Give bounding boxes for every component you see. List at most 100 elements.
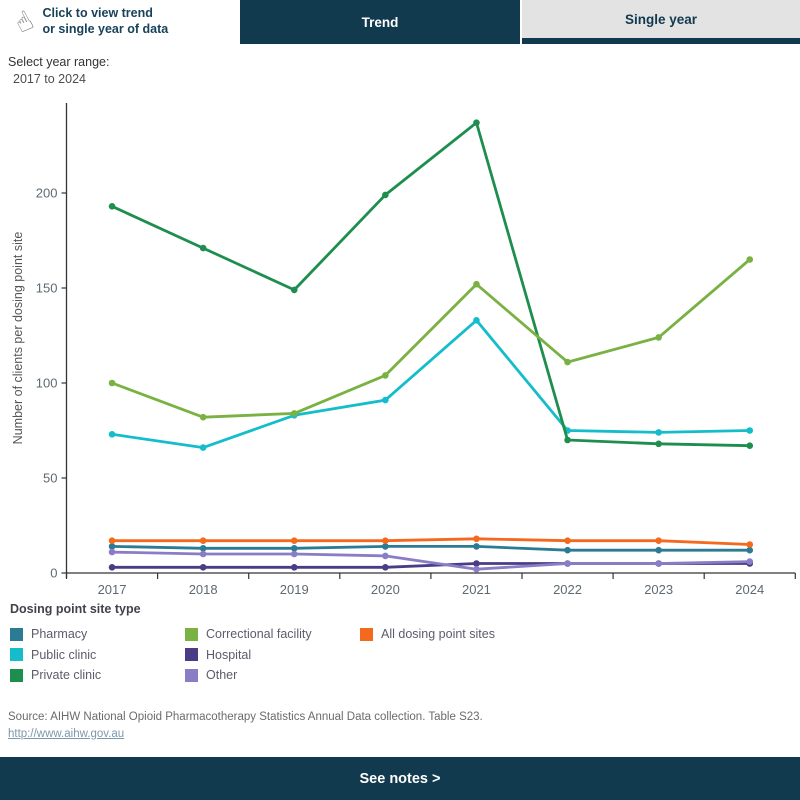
data-point-private-clinic-2023[interactable] <box>655 440 662 448</box>
tab-trend-label: Trend <box>361 14 399 30</box>
data-point-correctional-facility-2019[interactable] <box>290 410 298 417</box>
data-point-all-dosing-point-sites-2020[interactable] <box>382 537 389 544</box>
tab-single-year[interactable]: Single year <box>522 0 800 44</box>
data-point-other-2023[interactable] <box>655 560 662 567</box>
data-point-public-clinic-2017[interactable] <box>108 431 116 438</box>
data-point-correctional-facility-2020[interactable] <box>382 372 389 379</box>
legend-columns: Pharmacy Public clinic Private clinic Corre… <box>10 624 790 686</box>
data-point-public-clinic-2023[interactable] <box>655 429 662 436</box>
data-point-other-2019[interactable] <box>290 550 298 558</box>
trend-line-chart: 0 50 100 150 200 2017 2018 2019 2020 2021 2022 2023… <box>11 103 796 597</box>
data-point-private-clinic-2018[interactable] <box>199 244 207 252</box>
series-line-public-clinic <box>110 318 752 450</box>
legend-label: Public clinic <box>31 647 97 662</box>
view-hint-line1: Click to view trend <box>42 6 153 21</box>
data-point-other-2020[interactable] <box>382 552 389 560</box>
data-point-private-clinic-2022[interactable] <box>564 436 571 444</box>
data-point-private-clinic-2019[interactable] <box>290 286 298 294</box>
x-tick-label: 2022 <box>553 582 582 597</box>
legend-label: Private clinic <box>31 668 102 683</box>
data-point-correctional-facility-2021[interactable] <box>473 280 480 288</box>
data-point-correctional-facility-2022[interactable] <box>564 358 571 366</box>
legend-label: Other <box>206 668 238 683</box>
legend-column: Pharmacy Public clinic Private clinic <box>10 624 185 686</box>
data-point-all-dosing-point-sites-2022[interactable] <box>564 537 571 544</box>
legend-item-private-clinic[interactable]: Private clinic <box>10 665 185 686</box>
x-tick-label: 2021 <box>462 582 491 597</box>
data-point-all-dosing-point-sites-2021[interactable] <box>473 535 480 543</box>
view-hint-text: Click to view trend or single year of da… <box>42 6 168 37</box>
data-point-all-dosing-point-sites-2017[interactable] <box>108 537 116 544</box>
legend-item-hospital[interactable]: Hospital <box>185 645 360 666</box>
data-point-private-clinic-2017[interactable] <box>108 203 116 210</box>
data-point-hospital-2018[interactable] <box>199 564 207 571</box>
data-point-hospital-2017[interactable] <box>108 564 116 571</box>
legend-swatch-pharmacy <box>10 627 23 641</box>
y-tick-label: 100 <box>36 376 58 391</box>
data-point-private-clinic-2020[interactable] <box>382 191 389 199</box>
series-line-other <box>110 550 752 571</box>
data-point-pharmacy-2024[interactable] <box>746 546 754 554</box>
data-point-pharmacy-2020[interactable] <box>382 543 389 550</box>
data-point-public-clinic-2021[interactable] <box>473 317 480 324</box>
data-point-all-dosing-point-sites-2023[interactable] <box>655 537 662 544</box>
year-range-label: Select year range: <box>8 55 110 69</box>
legend-swatch-public-clinic <box>10 648 23 662</box>
data-point-correctional-facility-2024[interactable] <box>746 256 754 263</box>
data-point-other-2024[interactable] <box>746 558 754 565</box>
y-tick-label: 200 <box>36 186 58 201</box>
data-point-public-clinic-2018[interactable] <box>199 444 207 451</box>
y-tick-label: 0 <box>50 566 57 581</box>
data-point-pharmacy-2019[interactable] <box>290 545 298 552</box>
see-notes-button[interactable]: See notes > <box>0 757 800 800</box>
legend-column: All dosing point sites <box>360 624 495 686</box>
legend-item-correctional-facility[interactable]: Correctional facility <box>185 624 360 645</box>
data-point-public-clinic-2024[interactable] <box>746 427 754 434</box>
year-range-value[interactable]: 2017 to 2024 <box>13 72 86 86</box>
legend-label: Correctional facility <box>206 627 312 642</box>
x-tick-label: 2020 <box>371 582 400 597</box>
series-line-correctional-facility <box>110 258 752 419</box>
data-point-pharmacy-2018[interactable] <box>199 545 207 552</box>
data-point-hospital-2020[interactable] <box>382 564 389 571</box>
data-point-correctional-facility-2023[interactable] <box>655 334 662 341</box>
data-point-all-dosing-point-sites-2018[interactable] <box>199 537 207 544</box>
data-point-hospital-2021[interactable] <box>473 560 480 567</box>
data-point-pharmacy-2017[interactable] <box>108 543 116 550</box>
legend-label: All dosing point sites <box>381 627 495 642</box>
data-point-public-clinic-2020[interactable] <box>382 396 389 404</box>
source-link[interactable]: http://www.aihw.gov.au <box>8 728 125 740</box>
tab-single-year-label: Single year <box>624 11 698 27</box>
legend-item-all-dosing-point-sites[interactable]: All dosing point sites <box>360 624 495 645</box>
data-point-pharmacy-2023[interactable] <box>655 546 662 554</box>
data-point-all-dosing-point-sites-2024[interactable] <box>746 541 754 548</box>
tab-trend[interactable]: Trend <box>240 0 520 44</box>
data-point-other-2018[interactable] <box>199 550 207 558</box>
data-point-correctional-facility-2018[interactable] <box>199 413 207 421</box>
see-notes-label: See notes > <box>359 770 441 787</box>
data-point-pharmacy-2022[interactable] <box>564 546 571 554</box>
legend-swatch-all-dosing-point-sites <box>360 627 373 641</box>
legend-item-public-clinic[interactable]: Public clinic <box>10 645 185 666</box>
data-point-other-2022[interactable] <box>564 560 571 567</box>
legend-item-pharmacy[interactable]: Pharmacy <box>10 624 185 645</box>
x-tick-label: 2019 <box>280 582 309 597</box>
legend-column: Correctional facility Hospital Other <box>185 624 360 686</box>
x-tick-label: 2024 <box>735 582 764 597</box>
data-point-private-clinic-2021[interactable] <box>473 119 480 126</box>
data-point-all-dosing-point-sites-2019[interactable] <box>290 537 298 544</box>
tap-hand-icon: ☝ <box>9 4 39 39</box>
y-tick-label: 150 <box>36 281 58 296</box>
data-point-private-clinic-2024[interactable] <box>746 442 754 450</box>
data-point-pharmacy-2021[interactable] <box>473 543 480 550</box>
data-point-other-2021[interactable] <box>473 565 480 573</box>
data-point-other-2017[interactable] <box>108 548 116 556</box>
legend-swatch-other <box>185 668 198 682</box>
data-point-correctional-facility-2017[interactable] <box>108 379 116 387</box>
data-point-hospital-2019[interactable] <box>290 564 298 571</box>
source-text: Source: AIHW National Opioid Pharmacothe… <box>8 711 483 723</box>
y-axis-title: Number of clients per dosing point site <box>11 232 25 445</box>
legend-item-other[interactable]: Other <box>185 665 360 686</box>
series-line-pharmacy <box>110 544 752 552</box>
